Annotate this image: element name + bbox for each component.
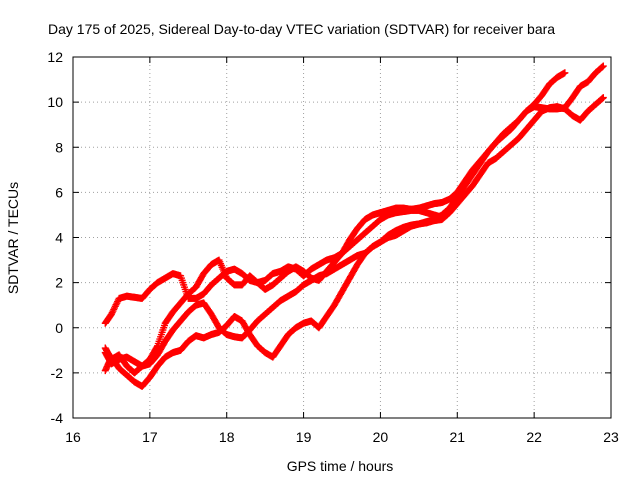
y-tick-label: 0 xyxy=(55,320,63,336)
data-series xyxy=(101,62,607,390)
x-tick-label: 23 xyxy=(603,429,619,445)
x-tick-label: 20 xyxy=(373,429,389,445)
x-tick-labels: 16 17 18 19 20 21 22 23 xyxy=(65,429,619,445)
x-tick-label: 21 xyxy=(449,429,465,445)
data-point xyxy=(599,94,607,102)
x-tick-label: 17 xyxy=(142,429,158,445)
data-point xyxy=(111,302,119,310)
y-tick-label: 4 xyxy=(55,230,63,246)
y-tick-labels: -4 -2 0 2 4 6 8 10 12 xyxy=(47,49,63,426)
y-tick-label: 6 xyxy=(55,184,63,200)
data-point xyxy=(109,307,117,315)
plot-frame xyxy=(72,56,612,419)
chart-title: Day 175 of 2025, Sidereal Day-to-day VTE… xyxy=(48,21,555,37)
y-tick-label: 12 xyxy=(47,49,63,65)
y-tick-label: -2 xyxy=(51,365,64,381)
data-point xyxy=(110,305,118,313)
y-axis-title: SDTVAR / TECUs xyxy=(5,182,21,294)
y-tick-label: 10 xyxy=(47,94,63,110)
data-point xyxy=(113,299,121,307)
x-tick-label: 19 xyxy=(296,429,312,445)
data-point xyxy=(111,304,119,312)
series-track-4 xyxy=(101,62,607,370)
data-point xyxy=(112,301,120,309)
data-point xyxy=(561,69,569,77)
x-tick-label: 22 xyxy=(526,429,542,445)
x-tick-label: 16 xyxy=(65,429,81,445)
x-axis-title: GPS time / hours xyxy=(287,458,394,474)
x-tick-label: 18 xyxy=(219,429,235,445)
data-point xyxy=(108,309,116,317)
data-point xyxy=(107,310,115,318)
y-tick-label: 8 xyxy=(55,139,63,155)
y-tick-label: -4 xyxy=(51,410,64,426)
data-point xyxy=(599,62,607,70)
y-tick-label: 2 xyxy=(55,275,63,291)
